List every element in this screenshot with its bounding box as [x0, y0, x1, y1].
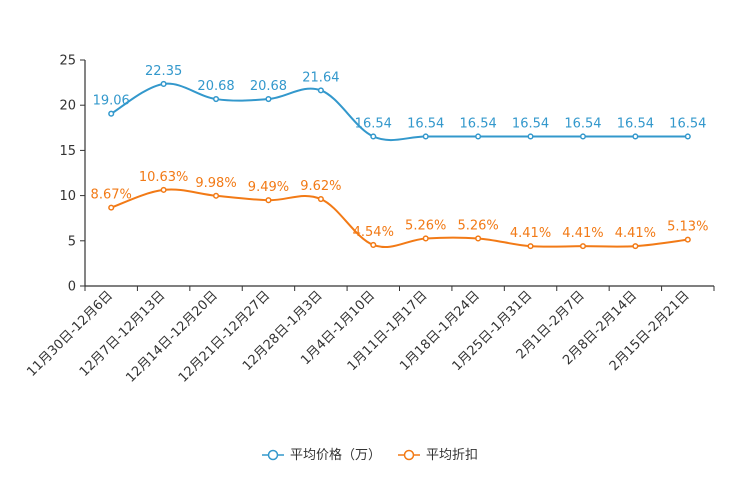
y-tick-label: 5: [68, 234, 76, 249]
data-label: 5.13%: [667, 220, 708, 235]
data-label: 9.62%: [300, 179, 341, 194]
data-point[interactable]: [422, 235, 429, 242]
series-line: [110, 188, 688, 249]
x-tick-label: 11月30日-12月6日: [24, 288, 116, 380]
data-point[interactable]: [579, 243, 587, 250]
data-label: 4.41%: [615, 226, 656, 241]
data-label: 9.49%: [248, 180, 289, 195]
data-label: 16.54: [460, 116, 497, 131]
data-label: 5.26%: [405, 218, 446, 233]
y-tick-label: 25: [59, 54, 76, 69]
data-label: 16.54: [669, 116, 706, 131]
data-point[interactable]: [160, 80, 167, 88]
data-label: 10.63%: [139, 170, 189, 185]
data-label: 16.54: [564, 116, 601, 131]
data-label: 20.68: [250, 79, 287, 94]
data-label: 16.54: [355, 116, 392, 131]
data-point[interactable]: [212, 96, 220, 103]
data-point[interactable]: [212, 192, 220, 199]
data-point[interactable]: [108, 204, 115, 211]
y-tick-label: 10: [59, 189, 76, 204]
legend-label-discount: 平均折扣: [426, 448, 478, 463]
data-label: 19.06: [93, 94, 130, 109]
data-point[interactable]: [632, 243, 639, 250]
data-point[interactable]: [265, 96, 272, 103]
data-label: 16.54: [407, 116, 444, 131]
x-tick-label: 12月21日-12月27日: [176, 288, 273, 385]
y-tick-label: 0: [68, 280, 76, 295]
data-point[interactable]: [579, 133, 587, 140]
legend: 平均价格（万） 平均折扣: [262, 447, 478, 463]
data-point[interactable]: [317, 87, 324, 94]
data-label: 20.68: [197, 79, 234, 94]
data-label: 4.41%: [562, 226, 603, 241]
series-line: [110, 82, 688, 142]
data-point[interactable]: [317, 195, 324, 203]
data-point[interactable]: [684, 236, 691, 243]
data-label: 8.67%: [91, 188, 132, 203]
data-label: 4.41%: [510, 226, 551, 241]
legend-item-discount[interactable]: 平均折扣: [398, 448, 478, 463]
data-label: 4.54%: [353, 225, 394, 240]
data-label: 16.54: [512, 116, 549, 131]
data-label: 21.64: [302, 70, 339, 85]
data-label: 22.35: [145, 64, 182, 79]
data-point[interactable]: [108, 110, 115, 117]
series-group: 19.06 22.35 20.68 20.68 21.64 16.54 16.54 16.54…: [91, 64, 708, 250]
y-tick-label: 15: [59, 144, 76, 159]
data-label: 16.54: [617, 116, 654, 131]
data-point[interactable]: [475, 133, 482, 140]
data-point[interactable]: [527, 133, 534, 140]
data-point[interactable]: [684, 133, 691, 140]
legend-item-price[interactable]: 平均价格（万）: [262, 447, 381, 463]
data-label: 9.98%: [195, 176, 236, 191]
series-0: 19.06 22.35 20.68 20.68 21.64 16.54 16.54 16.54…: [93, 64, 706, 142]
legend-label-price: 平均价格（万）: [290, 447, 381, 463]
series-1: 8.67% 10.63% 9.98% 9.49% 9.62% 4.54% 5.26% 5.26…: [91, 170, 708, 250]
data-point[interactable]: [370, 133, 377, 140]
data-point[interactable]: [475, 235, 482, 242]
x-tick-label: 12月14日-12月20日: [123, 288, 220, 385]
y-tick-label: 20: [59, 99, 76, 114]
data-point[interactable]: [527, 243, 534, 250]
data-point[interactable]: [632, 133, 639, 140]
data-point[interactable]: [370, 241, 377, 249]
data-point[interactable]: [422, 133, 429, 140]
data-point[interactable]: [160, 186, 167, 193]
data-label: 5.26%: [457, 218, 498, 233]
data-point[interactable]: [265, 197, 272, 204]
